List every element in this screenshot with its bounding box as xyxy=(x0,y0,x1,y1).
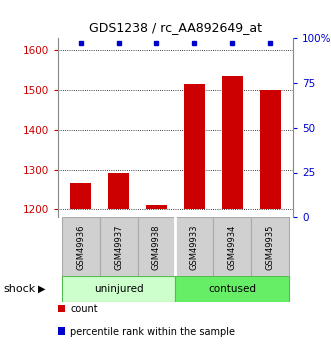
Text: GSM49938: GSM49938 xyxy=(152,225,161,270)
Bar xyxy=(260,90,281,209)
Text: contused: contused xyxy=(208,284,256,294)
Title: GDS1238 / rc_AA892649_at: GDS1238 / rc_AA892649_at xyxy=(89,21,262,34)
Text: GSM49933: GSM49933 xyxy=(190,225,199,270)
FancyBboxPatch shape xyxy=(62,276,175,302)
FancyBboxPatch shape xyxy=(175,217,213,278)
FancyBboxPatch shape xyxy=(137,217,175,278)
FancyBboxPatch shape xyxy=(62,217,100,278)
Text: count: count xyxy=(70,305,98,314)
Text: shock: shock xyxy=(3,284,35,294)
Bar xyxy=(70,184,91,209)
Text: GSM49937: GSM49937 xyxy=(114,225,123,270)
FancyBboxPatch shape xyxy=(175,276,289,302)
Text: uninjured: uninjured xyxy=(94,284,143,294)
Bar xyxy=(146,205,167,209)
Text: percentile rank within the sample: percentile rank within the sample xyxy=(70,327,235,337)
Bar xyxy=(184,84,205,209)
Bar xyxy=(108,174,129,209)
Text: ▶: ▶ xyxy=(38,284,46,294)
FancyBboxPatch shape xyxy=(100,217,137,278)
Bar xyxy=(222,76,243,209)
FancyBboxPatch shape xyxy=(213,217,251,278)
Text: GSM49934: GSM49934 xyxy=(228,225,237,270)
Text: GSM49935: GSM49935 xyxy=(266,225,275,270)
FancyBboxPatch shape xyxy=(251,217,289,278)
Text: GSM49936: GSM49936 xyxy=(76,225,85,270)
